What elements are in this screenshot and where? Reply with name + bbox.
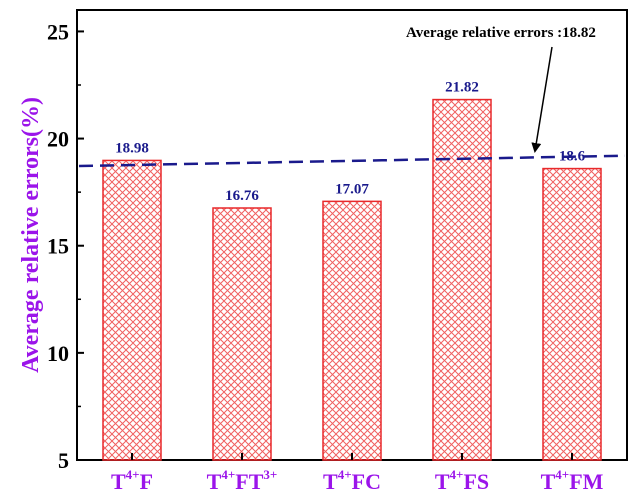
y-tick-label: 10: [47, 341, 69, 366]
bar-value-label: 17.07: [335, 181, 369, 197]
x-tick-label: T4+FS: [435, 467, 489, 494]
bars: [102, 98, 602, 461]
x-tick-label: T4+FM: [541, 467, 604, 494]
average-trend-line: [78, 154, 626, 168]
y-tick-label: 20: [47, 127, 69, 152]
x-tick-label: T4+FT3+: [207, 467, 278, 494]
x-tick-label: T4+FC: [323, 467, 381, 494]
y-axis-label: Average relative errors(%): [18, 97, 44, 373]
x-tick-label: T4+F: [111, 467, 153, 494]
bar: [432, 98, 492, 461]
bar: [542, 167, 602, 461]
bar: [212, 207, 272, 461]
bar: [102, 159, 162, 461]
y-tick-label: 15: [47, 234, 69, 259]
bar-value-label: 16.76: [225, 188, 259, 204]
category-labels: T4+F T4+FT3+ T4+FC T4+FS T4+FM: [111, 467, 604, 494]
y-axis-ticks: 5 10 15 20 25: [47, 19, 84, 473]
bar-value-label: 18.98: [115, 140, 149, 156]
bar: [322, 200, 382, 461]
y-tick-label: 25: [47, 19, 69, 44]
annotation-arrow: [531, 46, 553, 153]
bar-value-label: 21.82: [445, 80, 479, 96]
y-tick-label: 5: [58, 448, 69, 473]
annotation-label: Average relative errors :18.82: [406, 25, 596, 41]
